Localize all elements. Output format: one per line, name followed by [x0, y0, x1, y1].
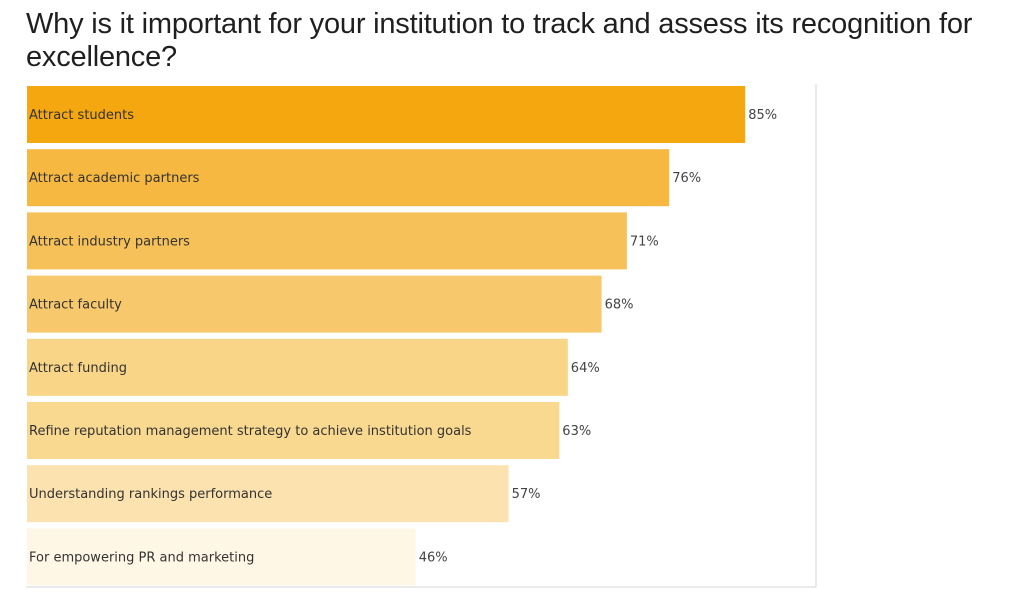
value-label: 64% [571, 361, 600, 376]
category-label: Attract funding [29, 361, 127, 376]
value-label: 63% [562, 424, 591, 439]
category-label: Attract academic partners [29, 171, 200, 186]
category-label: Attract faculty [29, 298, 122, 313]
chart-title: Why is it important for your institution… [26, 8, 973, 73]
bar-0 [27, 86, 746, 143]
category-label: Attract students [29, 108, 134, 123]
bar-1 [27, 149, 670, 207]
value-label: 68% [605, 298, 634, 313]
bar-5 [27, 402, 560, 459]
bar-4 [27, 338, 568, 396]
bar-3 [27, 275, 602, 333]
category-label: Attract industry partners [29, 234, 190, 249]
category-label: Understanding rankings performance [29, 487, 272, 502]
value-label: 57% [512, 487, 541, 502]
value-label: 85% [748, 108, 777, 123]
bar-2 [27, 212, 627, 270]
category-label: Refine reputation management strategy to… [29, 424, 472, 439]
bar-7 [27, 528, 416, 586]
bar-6 [27, 465, 509, 523]
category-label: For empowering PR and marketing [29, 550, 254, 565]
bars-layer: Attract students 85% Attract academic part… [27, 86, 777, 586]
value-label: 76% [672, 171, 701, 186]
value-label: 71% [630, 234, 659, 249]
value-label: 46% [419, 550, 448, 565]
